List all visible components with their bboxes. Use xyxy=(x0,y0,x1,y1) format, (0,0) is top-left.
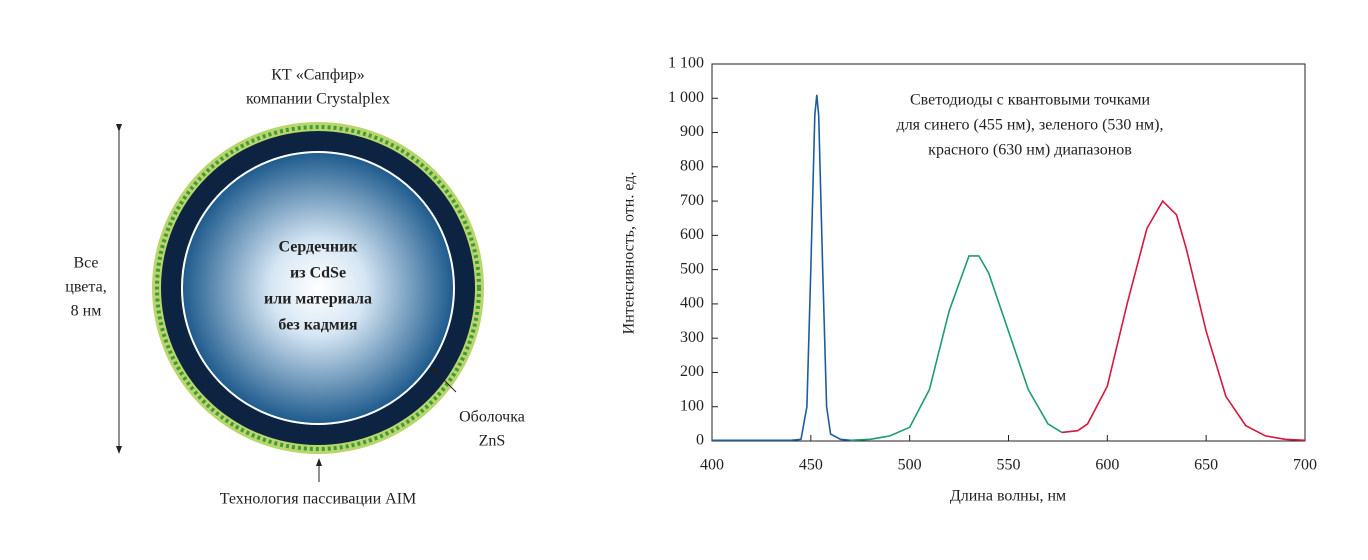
y-tick-label: 700 xyxy=(680,192,704,209)
bottom-label: Технология пассивации AIM xyxy=(220,491,417,508)
spectrum-line xyxy=(712,95,850,441)
core-label: без кадмия xyxy=(278,317,358,334)
core-label: из CdSe xyxy=(290,265,346,282)
x-tick-label: 650 xyxy=(1194,457,1218,474)
size-label: Все xyxy=(73,255,98,272)
size-label: 8 нм xyxy=(71,303,102,320)
annotation: красного (630 нм) диапазонов xyxy=(928,142,1132,159)
y-tick-label: 100 xyxy=(680,397,704,414)
core xyxy=(182,152,454,424)
x-axis-label: Длина волны, нм xyxy=(950,488,1066,505)
dot-diagram: КТ «Сапфир» компании Crystalplex Все цве… xyxy=(65,67,525,508)
spectrum-line xyxy=(1062,201,1305,440)
core-label: Сердечник xyxy=(278,239,358,256)
x-tick-label: 500 xyxy=(898,457,922,474)
y-tick-label: 400 xyxy=(680,295,704,312)
shell-label: ZnS xyxy=(479,433,506,450)
x-tick-label: 600 xyxy=(1095,457,1119,474)
size-label: цвета, xyxy=(65,279,106,296)
y-tick-label: 900 xyxy=(680,123,704,140)
y-tick-label: 800 xyxy=(680,157,704,174)
y-tick-label: 300 xyxy=(680,329,704,346)
annotation: для синего (455 нм), зеленого (530 нм), xyxy=(897,117,1164,134)
x-tick-label: 700 xyxy=(1293,457,1317,474)
y-tick-label: 500 xyxy=(680,260,704,277)
shell-label: Оболочка xyxy=(459,409,525,426)
core-label: или материала xyxy=(264,291,372,308)
spectrum-line xyxy=(850,256,1062,440)
diagram-title: КТ «Сапфир» xyxy=(271,67,365,84)
x-tick-label: 550 xyxy=(997,457,1021,474)
y-tick-label: 0 xyxy=(696,432,704,449)
annotation: Светодиоды с квантовыми точками xyxy=(910,92,1151,109)
y-tick-label: 600 xyxy=(680,226,704,243)
x-tick-label: 400 xyxy=(700,457,724,474)
y-tick-label: 1 100 xyxy=(668,55,704,72)
y-tick-label: 1 000 xyxy=(668,89,704,106)
spectrum-chart: Светодиоды с квантовыми точками для сине… xyxy=(621,55,1317,505)
x-tick-label: 450 xyxy=(799,457,823,474)
y-axis-label: Интенсивность, отн. ед. xyxy=(621,172,638,335)
diagram-title: компании Crystalplex xyxy=(246,91,390,108)
y-tick-label: 200 xyxy=(680,363,704,380)
page: КТ «Сапфир» компании Crystalplex Все цве… xyxy=(0,0,1368,560)
